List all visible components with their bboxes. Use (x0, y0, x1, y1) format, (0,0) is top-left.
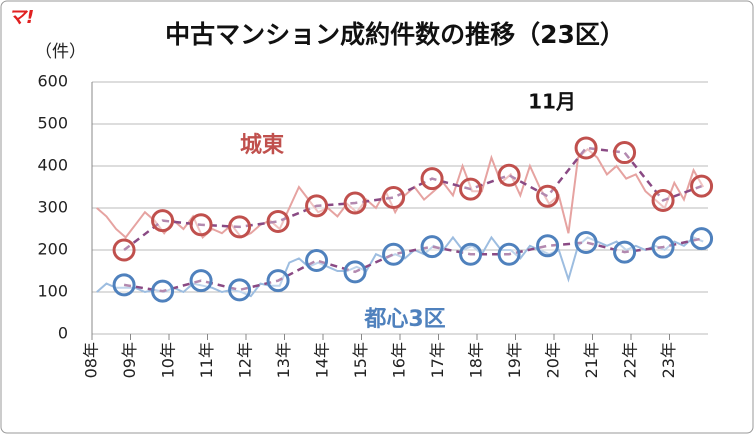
marker (536, 234, 560, 258)
marker (382, 242, 406, 266)
marker (112, 273, 136, 297)
marker (112, 238, 136, 262)
x-tick-label: 15年 (351, 342, 370, 378)
marker (305, 194, 329, 218)
marker (497, 242, 521, 266)
y-tick-label: 600 (37, 72, 68, 91)
marker (574, 136, 598, 160)
y-tick-label: 0 (58, 324, 68, 343)
trend-line (123, 237, 702, 293)
marker (305, 249, 329, 272)
x-tick-label: 10年 (159, 342, 178, 378)
x-tick-label: 18年 (467, 342, 486, 378)
y-tick-label: 500 (37, 114, 68, 133)
x-tick-label: 16年 (390, 342, 409, 378)
series-line (96, 235, 704, 298)
marker (613, 141, 637, 165)
marker (420, 235, 444, 259)
marker (536, 184, 560, 208)
y-tick-label: 100 (37, 282, 68, 301)
marker (151, 209, 175, 233)
marker (651, 188, 675, 212)
series-label: 都心3区 (363, 307, 445, 332)
x-tick-label: 08年 (82, 342, 101, 378)
y-tick-label: 200 (37, 240, 68, 259)
marker (266, 269, 290, 293)
x-tick-label: 13年 (274, 342, 293, 378)
x-tick-label: 11年 (197, 342, 216, 378)
trend-line (123, 146, 703, 251)
x-tick-label: 20年 (544, 342, 563, 378)
marker (690, 227, 714, 251)
x-tick-label: 17年 (428, 342, 447, 378)
marker (266, 209, 290, 233)
marker (228, 215, 252, 239)
marker (497, 163, 521, 187)
marker (651, 235, 675, 259)
x-tick-label: 21年 (582, 342, 601, 378)
marker (343, 191, 367, 215)
marker (382, 186, 406, 209)
logo: マ! (8, 7, 34, 28)
marker (420, 167, 444, 191)
marker (228, 278, 252, 302)
series-label: 城東 (240, 132, 284, 158)
x-tick-label: 22年 (621, 342, 640, 378)
y-tick-label: 400 (37, 156, 68, 175)
marker (151, 279, 175, 303)
marker (613, 240, 637, 264)
marker (189, 213, 213, 237)
x-tick-label: 09年 (120, 342, 139, 378)
x-tick-label: 14年 (313, 342, 332, 378)
marker (574, 230, 598, 254)
y-axis-label: （件） (35, 42, 86, 62)
chart-title: 中古マンション成約件数の推移（23区） (165, 20, 625, 49)
marker (343, 260, 367, 284)
marker (189, 269, 213, 293)
marker (459, 242, 483, 266)
x-tick-label: 23年 (659, 342, 678, 378)
marker (690, 174, 714, 198)
x-tick-label: 19年 (505, 342, 524, 378)
y-tick-label: 300 (37, 198, 68, 217)
annotation: 11月 (528, 90, 576, 114)
x-tick-label: 12年 (236, 342, 255, 378)
marker (459, 177, 483, 201)
